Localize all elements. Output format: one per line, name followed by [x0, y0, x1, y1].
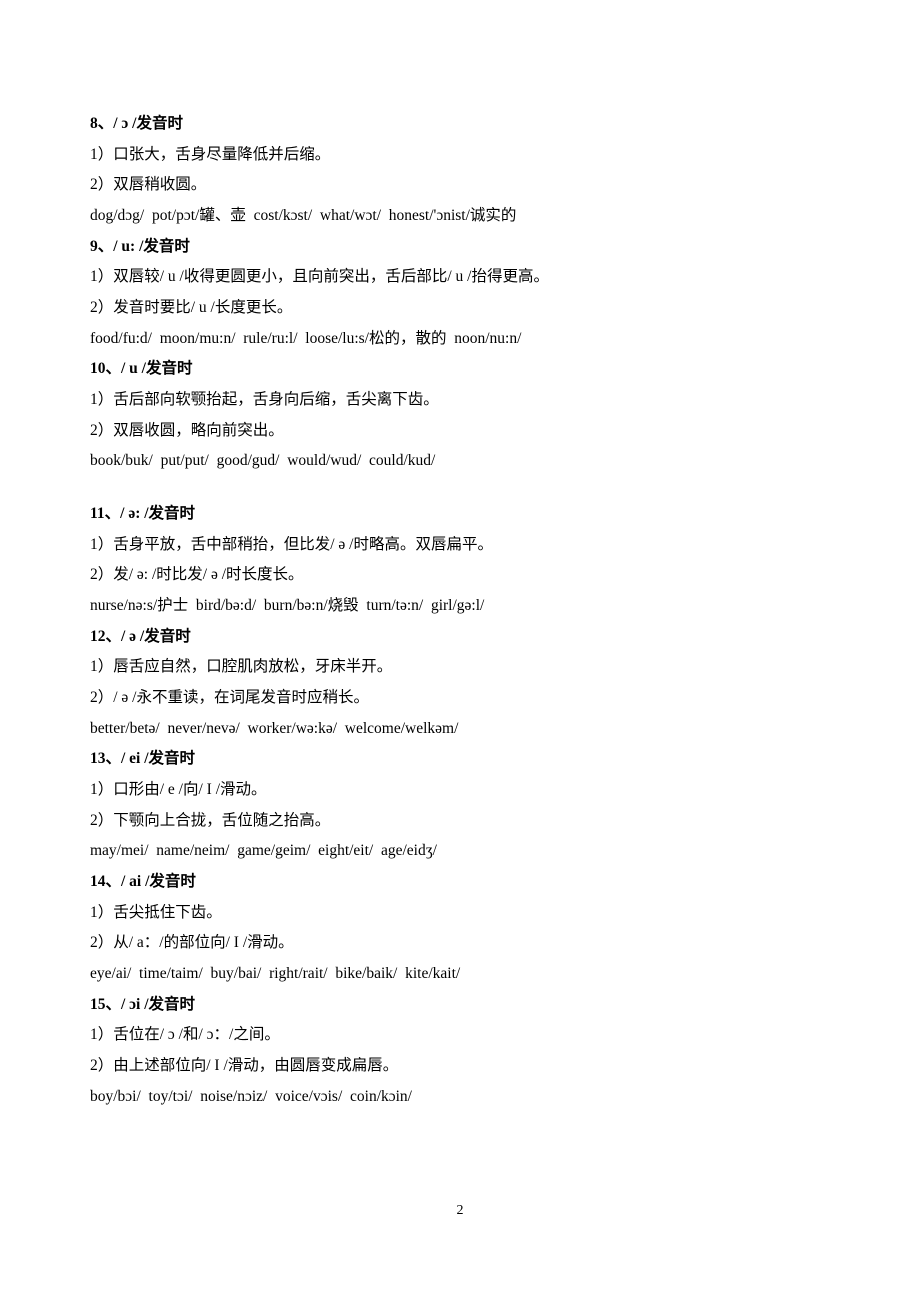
section-point: 1）舌身平放，舌中部稍抬，但比发/ ə /时略高。双唇扁平。 [90, 531, 830, 560]
section-examples: nurse/nə:s/护士 bird/bə:d/ burn/bə:n/烧毁 tu… [90, 592, 830, 621]
section-heading: 14、/ ai /发音时 [90, 868, 830, 897]
section-point: 1）口张大，舌身尽量降低并后缩。 [90, 141, 830, 170]
section-point: 1）唇舌应自然，口腔肌肉放松，牙床半开。 [90, 653, 830, 682]
section-heading: 9、/ u: /发音时 [90, 233, 830, 262]
section-examples: better/betə/ never/nevə/ worker/wə:kə/ w… [90, 715, 830, 744]
section-point: 2）发音时要比/ u /长度更长。 [90, 294, 830, 323]
section-point: 1）舌后部向软颚抬起，舌身向后缩，舌尖离下齿。 [90, 386, 830, 415]
section-point: 1）舌位在/ ɔ /和/ ɔ：/之间。 [90, 1021, 830, 1050]
section-heading: 11、/ ə: /发音时 [90, 500, 830, 529]
section-examples: food/fu:d/ moon/mu:n/ rule/ru:l/ loose/l… [90, 325, 830, 354]
section-point: 1）双唇较/ u /收得更圆更小，且向前突出，舌后部比/ u /抬得更高。 [90, 263, 830, 292]
section-examples: boy/bɔi/ toy/tɔi/ noise/nɔiz/ voice/vɔis… [90, 1083, 830, 1112]
section-heading: 15、/ ɔi /发音时 [90, 991, 830, 1020]
section-examples: eye/ai/ time/taim/ buy/bai/ right/rait/ … [90, 960, 830, 989]
section-heading: 13、/ ei /发音时 [90, 745, 830, 774]
section-point: 2）/ ə /永不重读，在词尾发音时应稍长。 [90, 684, 830, 713]
section-point: 2）发/ ə: /时比发/ ə /时长度长。 [90, 561, 830, 590]
page-number: 2 [0, 1198, 920, 1224]
section-examples: book/buk/ put/put/ good/gud/ would/wud/ … [90, 447, 830, 476]
section-point: 2）由上述部位向/ I /滑动，由圆唇变成扁唇。 [90, 1052, 830, 1081]
blank-line [90, 478, 830, 500]
section-point: 2）从/ a：/的部位向/ I /滑动。 [90, 929, 830, 958]
section-heading: 10、/ u /发音时 [90, 355, 830, 384]
section-examples: may/mei/ name/neim/ game/geim/ eight/eit… [90, 837, 830, 866]
section-examples: dog/dɔg/ pot/pɔt/罐、壶 cost/kɔst/ what/wɔt… [90, 202, 830, 231]
section-point: 1）口形由/ e /向/ I /滑动。 [90, 776, 830, 805]
section-point: 2）双唇稍收圆。 [90, 171, 830, 200]
document-body: 8、/ ɔ /发音时1）口张大，舌身尽量降低并后缩。2）双唇稍收圆。dog/dɔ… [90, 110, 830, 1112]
section-point: 2）下颚向上合拢，舌位随之抬高。 [90, 807, 830, 836]
section-heading: 8、/ ɔ /发音时 [90, 110, 830, 139]
section-heading: 12、/ ə /发音时 [90, 623, 830, 652]
section-point: 1）舌尖抵住下齿。 [90, 899, 830, 928]
section-point: 2）双唇收圆，略向前突出。 [90, 417, 830, 446]
